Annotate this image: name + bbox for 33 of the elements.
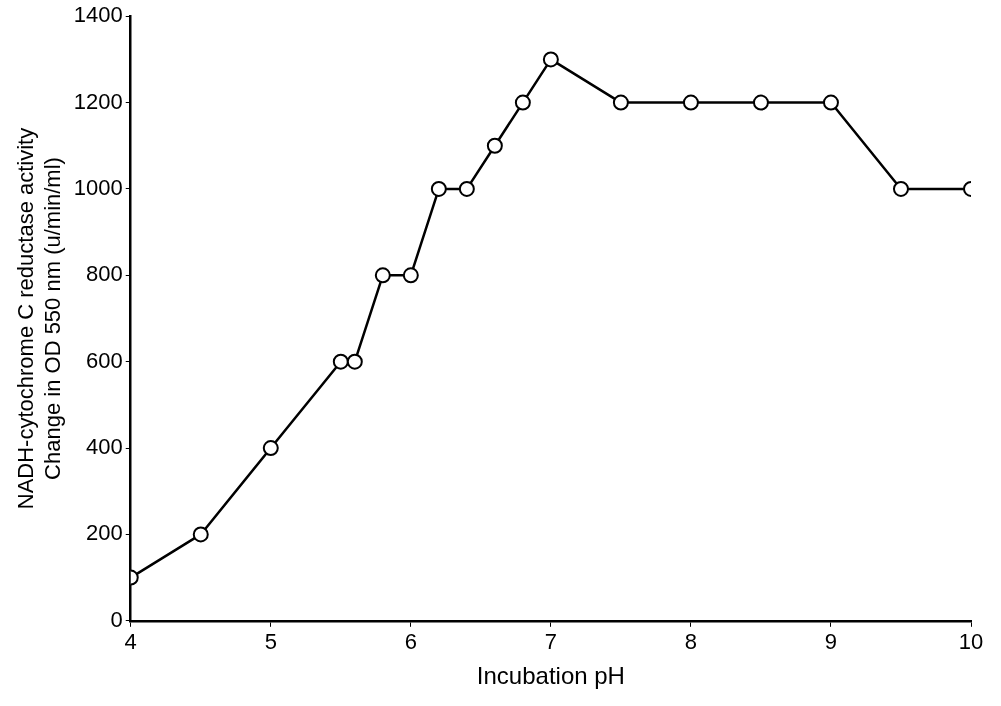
point [486, 137, 503, 154]
y-tick-label: 1200 [73, 88, 123, 114]
y-tick-label: 800 [86, 261, 123, 287]
point [612, 94, 629, 111]
y-tick-label: 1000 [73, 175, 123, 201]
point [332, 353, 349, 370]
y-tick-label: 1400 [73, 2, 123, 28]
y-tick-label: 400 [86, 434, 123, 460]
x-tick-label: 4 [124, 629, 137, 655]
x-tick-label: 9 [824, 629, 838, 655]
point [346, 353, 363, 370]
point [430, 180, 447, 197]
x-tick-label: 8 [684, 629, 698, 655]
x-tick-label: 7 [544, 629, 557, 655]
y-tick-label: 200 [86, 520, 123, 546]
point [682, 94, 699, 111]
point [892, 180, 909, 197]
point [374, 267, 391, 284]
point [542, 51, 559, 68]
x-tick-label: 10 [958, 629, 984, 655]
y-tick-label: 600 [86, 347, 123, 373]
point [514, 94, 531, 111]
point [192, 526, 209, 543]
point [402, 267, 419, 284]
point [458, 180, 475, 197]
x-tick-label: 6 [404, 629, 417, 655]
y-tick-label: 0 [110, 606, 123, 632]
point [822, 94, 839, 111]
x-tick-label: 5 [264, 629, 277, 655]
y-axis-title: NADH-cytochrome C reductase activity Change in OD 550 nm (u/min/ml) [13, 127, 65, 510]
x-axis-title: Incubation pH [476, 662, 625, 690]
point [262, 440, 279, 457]
point [752, 94, 769, 111]
